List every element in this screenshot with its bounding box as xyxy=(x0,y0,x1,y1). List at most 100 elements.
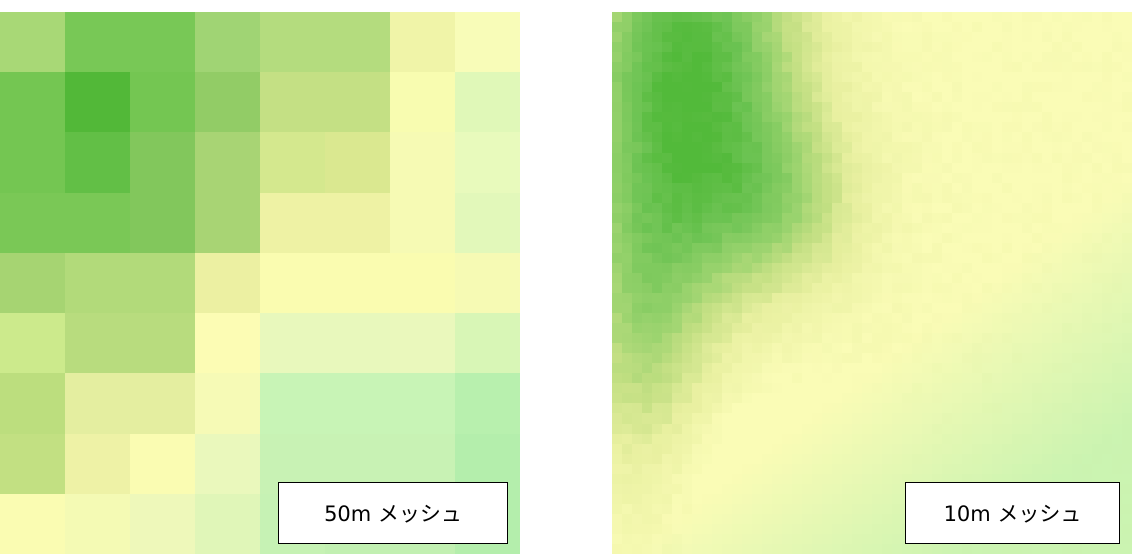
mesh-cell xyxy=(672,383,682,394)
mesh-cell xyxy=(642,52,652,63)
mesh-cell xyxy=(862,162,872,173)
mesh-cell xyxy=(652,463,662,474)
mesh-cell xyxy=(972,12,982,23)
mesh-cell xyxy=(992,433,1002,444)
mesh-cell xyxy=(1052,433,1062,444)
mesh-cell xyxy=(682,463,692,474)
mesh-cell xyxy=(972,252,982,263)
mesh-cell xyxy=(832,393,842,404)
mesh-cell xyxy=(752,172,762,183)
mesh-cell xyxy=(952,82,962,93)
mesh-cell xyxy=(972,152,982,163)
mesh-cell xyxy=(762,172,772,183)
mesh-cell xyxy=(672,132,682,143)
mesh-cell xyxy=(892,413,902,424)
mesh-cell xyxy=(642,523,652,534)
mesh-cell xyxy=(1022,293,1032,304)
mesh-cell xyxy=(702,232,712,243)
mesh-cell xyxy=(1092,262,1102,273)
mesh-cell xyxy=(902,192,912,203)
mesh-cell xyxy=(1062,202,1072,213)
mesh-cell xyxy=(812,423,822,434)
mesh-cell xyxy=(1112,102,1122,113)
mesh-cell xyxy=(942,82,952,93)
mesh-cell xyxy=(702,403,712,414)
mesh-cell xyxy=(902,62,912,73)
mesh-cell xyxy=(1082,403,1092,414)
mesh-cell xyxy=(1072,303,1082,314)
mesh-cell xyxy=(772,533,782,544)
mesh-cell xyxy=(712,252,722,263)
mesh-cell xyxy=(942,293,952,304)
mesh-cell xyxy=(1022,413,1032,424)
mesh-cell xyxy=(832,403,842,414)
mesh-cell xyxy=(942,62,952,73)
mesh-cell xyxy=(832,242,842,253)
mesh-cell xyxy=(912,393,922,404)
mesh-cell xyxy=(652,82,662,93)
mesh-cell xyxy=(882,433,892,444)
mesh-cell xyxy=(972,293,982,304)
mesh-cell xyxy=(952,453,962,464)
mesh-cell xyxy=(1012,112,1022,123)
mesh-cell xyxy=(982,82,992,93)
mesh-cell xyxy=(1082,152,1092,163)
mesh-cell xyxy=(952,152,962,163)
mesh-cell xyxy=(1082,142,1092,153)
mesh-cell xyxy=(852,122,862,133)
mesh-cell xyxy=(872,232,882,243)
mesh-cell xyxy=(822,383,832,394)
mesh-cell xyxy=(632,192,642,203)
mesh-cell xyxy=(652,513,662,524)
mesh-cell xyxy=(912,373,922,384)
mesh-cell xyxy=(772,222,782,233)
mesh-cell xyxy=(1032,182,1042,193)
mesh-cell xyxy=(652,343,662,354)
mesh-cell xyxy=(642,543,652,554)
mesh-cell xyxy=(982,373,992,384)
mesh-cell xyxy=(1052,333,1062,344)
mesh-cell xyxy=(852,323,862,334)
mesh-cell xyxy=(922,222,932,233)
mesh-cell xyxy=(632,212,642,223)
mesh-cell xyxy=(892,503,902,514)
mesh-cell xyxy=(1042,162,1052,173)
mesh-cell xyxy=(772,363,782,374)
mesh-cell xyxy=(732,333,742,344)
mesh-cell xyxy=(922,182,932,193)
mesh-cell xyxy=(712,353,722,364)
mesh-cell xyxy=(1102,162,1112,173)
mesh-cell xyxy=(1022,383,1032,394)
mesh-cell xyxy=(962,473,972,484)
mesh-cell xyxy=(672,303,682,314)
mesh-cell xyxy=(732,132,742,143)
mesh-cell xyxy=(1082,313,1092,324)
mesh-cell xyxy=(752,212,762,223)
mesh-cell xyxy=(862,122,872,133)
mesh-cell xyxy=(662,22,672,33)
mesh-cell xyxy=(882,373,892,384)
mesh-cell xyxy=(1072,423,1082,434)
mesh-cell xyxy=(1032,313,1042,324)
mesh-cell xyxy=(1002,222,1012,233)
mesh-cell xyxy=(1012,122,1022,133)
mesh-cell xyxy=(792,303,802,314)
mesh-cell xyxy=(672,82,682,93)
mesh-cell xyxy=(662,32,672,43)
mesh-cell xyxy=(612,142,622,153)
mesh-cell xyxy=(832,142,842,153)
mesh-cell xyxy=(752,42,762,53)
mesh-cell xyxy=(1032,222,1042,233)
mesh-cell xyxy=(852,162,862,173)
mesh-cell xyxy=(952,323,962,334)
mesh-cell xyxy=(732,343,742,354)
mesh-cell xyxy=(772,463,782,474)
mesh-cell xyxy=(1102,543,1112,554)
mesh-cell xyxy=(682,62,692,73)
mesh-cell xyxy=(902,353,912,364)
mesh-cell xyxy=(702,172,712,183)
mesh-cell xyxy=(942,212,952,223)
mesh-cell xyxy=(1102,353,1112,364)
mesh-cell xyxy=(652,262,662,273)
mesh-cell xyxy=(672,403,682,414)
